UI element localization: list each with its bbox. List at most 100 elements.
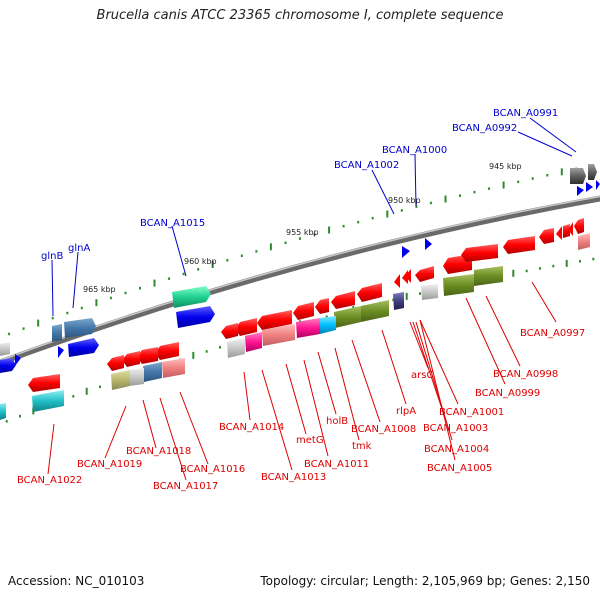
scale-tick — [226, 259, 229, 262]
scale-label: 945 kbp — [489, 162, 522, 171]
scale-tick — [99, 385, 101, 389]
gene-label: BCAN_A1000 — [382, 145, 447, 156]
scale-tick — [342, 224, 345, 228]
scale-tick — [488, 187, 491, 190]
scale-tick — [392, 298, 395, 302]
gene-label: BCAN_A1018 — [126, 446, 191, 457]
gene-label: BCAN_A1004 — [424, 444, 489, 455]
scale-tick — [240, 254, 243, 257]
gene-label: BCAN_A1017 — [153, 481, 218, 492]
scale-tick — [168, 277, 171, 280]
scale-tick — [124, 291, 127, 295]
scale-tick — [139, 286, 141, 290]
scale-label: 960 kbp — [184, 257, 217, 266]
scale-tick — [95, 299, 98, 307]
gene-label: BCAN_A1011 — [304, 459, 369, 470]
gene-label: BCAN_A1022 — [17, 475, 82, 486]
scale-tick — [80, 306, 83, 310]
scale-tick — [531, 177, 534, 180]
map-title: Brucella canis ATCC 23365 chromosome I, … — [96, 8, 504, 23]
scale-tick — [539, 267, 541, 270]
scale-tick — [459, 194, 461, 197]
scale-tick — [512, 269, 515, 277]
scale-tick — [579, 260, 581, 263]
gene-label: BCAN_A1014 — [219, 422, 284, 433]
reverse-features — [0, 218, 590, 420]
scale-tick — [182, 272, 185, 276]
scale-tick — [255, 250, 258, 253]
scale-tick — [22, 327, 25, 330]
scale-tick — [269, 243, 272, 251]
scale-tick — [357, 220, 360, 224]
scale-label: 950 kbp — [388, 196, 421, 205]
gene-label: BCAN_A0998 — [493, 369, 558, 380]
scale-tick — [211, 261, 214, 268]
reverse-callouts — [47, 281, 557, 481]
scale-tick — [517, 180, 520, 184]
scale-tick — [371, 216, 374, 220]
scale-tick — [405, 292, 408, 300]
gene-label: BCAN_A1001 — [439, 407, 504, 418]
scale-tick — [419, 292, 421, 295]
gene-label: glnA — [68, 243, 90, 254]
gene-label: arsC — [411, 370, 433, 381]
scale-tick — [197, 268, 200, 271]
gene-label: BCAN_A1013 — [261, 472, 326, 483]
gene-label: glnB — [41, 251, 63, 262]
gene-label: BCAN_A1002 — [334, 160, 399, 171]
topology-text: Topology: circular; Length: 2,105,969 bp… — [260, 574, 590, 588]
scale-tick — [386, 210, 389, 218]
scale-tick — [444, 195, 447, 203]
gene-label: BCAN_A0992 — [452, 123, 517, 134]
gene-label: holB — [326, 416, 348, 427]
scale-label: 955 kbp — [286, 228, 319, 237]
gene-label: BCAN_A0997 — [520, 328, 585, 339]
scale-tick — [205, 350, 208, 353]
scale-tick — [85, 387, 88, 395]
scale-tick — [66, 311, 69, 315]
scale-tick — [415, 205, 418, 208]
gene-label: BCAN_A1016 — [180, 464, 245, 475]
gene-label: rlpA — [396, 406, 416, 417]
scale-tick — [153, 279, 156, 287]
gene-label: BCAN_A1005 — [427, 463, 492, 474]
genome-backbone — [0, 195, 600, 366]
gene-label: BCAN_A1003 — [423, 423, 488, 434]
scale-tick — [525, 269, 528, 273]
scale-tick — [552, 264, 555, 268]
scale-tick — [592, 257, 595, 261]
scale-label: 965 kbp — [83, 285, 116, 294]
scale-labels: 945 kbp 950 kbp 955 kbp 960 kbp 965 kbp — [83, 162, 522, 294]
scale-tick — [325, 315, 328, 318]
scale-tick — [313, 233, 316, 236]
scale-tick — [51, 316, 54, 320]
scale-tick — [8, 332, 11, 336]
forward-callouts — [51, 117, 577, 317]
scale-tick — [109, 296, 112, 300]
gene-label: BCAN_A1019 — [77, 459, 142, 470]
scale-tick — [219, 346, 221, 349]
forward-gene-labels: BCAN_A0991 BCAN_A0992 BCAN_A1000 BCAN_A1… — [41, 108, 558, 262]
scale-tick — [565, 259, 568, 267]
gene-label: BCAN_A0999 — [475, 388, 540, 399]
gene-label: BCAN_A1008 — [351, 424, 416, 435]
scale-tick — [328, 226, 331, 234]
reverse-gene-labels: BCAN_A0997 BCAN_A0998 BCAN_A0999 arsC BC… — [17, 328, 585, 492]
scale-tick — [502, 181, 505, 189]
gene-label: tmk — [352, 441, 372, 452]
scale-tick — [560, 168, 563, 176]
accession-text: Accession: NC_010103 — [8, 574, 145, 588]
scale-tick — [5, 420, 8, 423]
gene-label: metG — [296, 435, 324, 446]
gene-label: BCAN_A1015 — [140, 218, 205, 229]
scale-tick — [72, 395, 75, 398]
scale-tick — [473, 190, 476, 194]
gene-label: BCAN_A0991 — [493, 108, 558, 119]
scale-tick — [299, 237, 301, 240]
scale-tick — [19, 414, 21, 418]
scale-tick — [192, 351, 195, 359]
forward-features — [0, 164, 600, 373]
scale-tick — [429, 201, 432, 205]
scale-tick — [546, 174, 549, 177]
